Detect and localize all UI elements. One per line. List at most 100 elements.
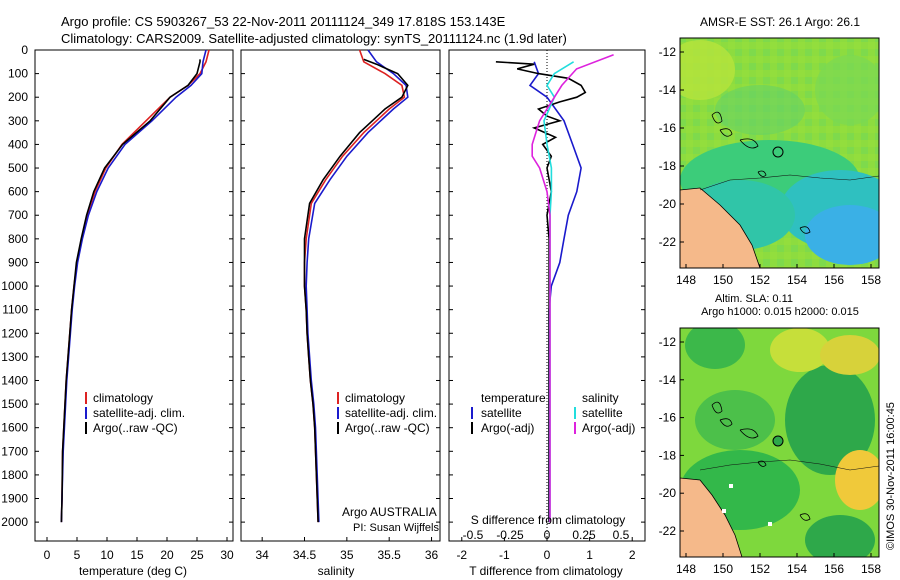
lon-tick-label: 152 xyxy=(750,562,770,576)
legend-label-argo: Argo(..raw -QC) xyxy=(345,421,430,435)
depth-tick-label: 300 xyxy=(8,114,28,128)
lon-tick-label: 150 xyxy=(713,273,733,287)
depth-axis: 0 100 200 300 400 500 600 700 800 900 1000 1100 1200… xyxy=(1,43,28,529)
sst-map-axes: -12 -14 -16 -18 -20 -22 148 150 152 154 156 158 xyxy=(659,45,882,287)
depth-tick-label: 200 xyxy=(8,90,28,104)
lat-tick-label: -14 xyxy=(659,373,677,387)
salinity-legend: climatology satellite-adj. clim. Argo(..… xyxy=(337,391,437,435)
x-tick-label: 15 xyxy=(130,548,144,562)
lat-tick-label: -16 xyxy=(659,411,677,425)
x-tick-label: 10 xyxy=(100,548,114,562)
lon-tick-label: 152 xyxy=(750,273,770,287)
lon-tick-label: 156 xyxy=(824,562,844,576)
temperature-lines xyxy=(60,49,210,523)
temperature-panel: 0 5 10 15 20 25 30 temperature (deg C) climato… xyxy=(34,49,234,578)
lat-tick-label: -12 xyxy=(659,335,677,349)
depth-tick-label: 1700 xyxy=(1,444,28,458)
salinity-lines xyxy=(303,49,409,523)
pi-note: PI: Susan Wijffels xyxy=(353,522,439,534)
sla-map-frame xyxy=(679,327,880,558)
depth-tick-label: 1800 xyxy=(1,468,28,482)
series-argo-raw-qc- xyxy=(60,59,201,523)
x-tick-label: 1 xyxy=(586,548,593,562)
s-tick-label: 0.5 xyxy=(613,528,630,542)
depth-tick-label: 2000 xyxy=(1,515,28,529)
legend-label-satellite: satellite-adj. clim. xyxy=(345,406,437,420)
difference-xlabel: T difference from climatology xyxy=(469,564,623,578)
temperature-xlabel: temperature (deg C) xyxy=(79,564,187,578)
temperature-legend: climatology satellite-adj. clim. Argo(..… xyxy=(85,391,185,435)
depth-tick-label: 0 xyxy=(21,43,28,57)
x-tick-label: 5 xyxy=(74,548,81,562)
depth-tick-label: 600 xyxy=(8,185,28,199)
depth-tick-label: 1200 xyxy=(1,326,28,340)
temperature-x-ticks: 0 5 10 15 20 25 30 xyxy=(35,49,234,562)
difference-lines xyxy=(495,53,614,523)
lat-tick-label: -18 xyxy=(659,448,677,462)
x-tick-label: 34.5 xyxy=(293,548,317,562)
sst-map: AMSR-E SST: 26.1 Argo: 26.1 -12 -14 -16 -18… xyxy=(659,15,882,287)
legend-label-t-satellite: satellite xyxy=(481,406,522,420)
x-tick-label: 2 xyxy=(629,548,636,562)
x-tick-label: 36 xyxy=(425,548,439,562)
legend-label-s-argo: Argo(-adj) xyxy=(582,421,635,435)
legend-label-argo: Argo(..raw -QC) xyxy=(93,421,178,435)
imos-credit: ©IMOS 30-Nov-2011 16:00:45 xyxy=(885,402,897,550)
difference-panel: -2 -1 0 1 2 S difference from climatology -0… xyxy=(448,49,646,578)
sla-map: Altim. SLA: 0.11 Argo h1000: 0.015 h2000… xyxy=(659,293,882,576)
series-s-argo-adj- xyxy=(531,53,614,523)
legend-label-satellite: satellite-adj. clim. xyxy=(93,406,185,420)
lat-tick-label: -18 xyxy=(659,159,677,173)
lat-tick-label: -14 xyxy=(659,83,677,97)
depth-tick-label: 400 xyxy=(8,137,28,151)
lat-tick-label: -20 xyxy=(659,197,677,211)
header-line-2: Climatology: CARS2009. Satellite-adjuste… xyxy=(61,31,567,46)
legend-head-temperature: temperature xyxy=(481,391,546,405)
series-argo-raw-qc- xyxy=(303,58,409,523)
salinity-xlabel: salinity xyxy=(318,564,355,578)
lat-tick-label: -12 xyxy=(659,45,677,59)
depth-tick-label: 900 xyxy=(8,255,28,269)
depth-tick-label: 500 xyxy=(8,161,28,175)
lon-tick-label: 148 xyxy=(676,562,696,576)
salinity-x-ticks: 34 34.5 35 35.5 36 xyxy=(241,49,440,562)
temperature-frame xyxy=(34,49,234,542)
x-tick-label: -2 xyxy=(456,548,467,562)
s-tick-label: -0.25 xyxy=(496,528,524,542)
lat-tick-label: -22 xyxy=(659,524,677,538)
lon-tick-label: 150 xyxy=(713,562,733,576)
sla-map-title-2: Argo h1000: 0.015 h2000: 0.015 xyxy=(701,306,859,318)
lon-tick-label: 158 xyxy=(861,273,881,287)
institution-note: Argo AUSTRALIA xyxy=(342,505,437,519)
difference-x-ticks: -2 -1 0 1 2 xyxy=(449,49,645,562)
lon-tick-label: 154 xyxy=(787,562,807,576)
lon-tick-label: 148 xyxy=(676,273,696,287)
legend-label-climatology: climatology xyxy=(93,391,153,405)
x-tick-label: 20 xyxy=(160,548,174,562)
depth-tick-label: 1600 xyxy=(1,421,28,435)
sla-map-axes: -12 -14 -16 -18 -20 -22 148 150 152 154 156 158 xyxy=(659,335,882,576)
depth-tick-label: 100 xyxy=(8,67,28,81)
depth-tick-label: 1500 xyxy=(1,397,28,411)
s-difference-ticks: -0.5 -0.25 0 0.25 0.5 xyxy=(463,528,630,542)
depth-tick-label: 1900 xyxy=(1,492,28,506)
x-tick-label: 25 xyxy=(190,548,204,562)
lon-tick-label: 158 xyxy=(861,562,881,576)
x-tick-label: 35.5 xyxy=(378,548,402,562)
lon-tick-label: 156 xyxy=(824,273,844,287)
x-tick-label: 34 xyxy=(255,548,269,562)
depth-tick-label: 800 xyxy=(8,232,28,246)
x-tick-label: 35 xyxy=(340,548,354,562)
depth-tick-label: 1000 xyxy=(1,279,28,293)
sst-map-title: AMSR-E SST: 26.1 Argo: 26.1 xyxy=(700,15,860,29)
difference-legend: temperature satellite Argo(-adj) salinit… xyxy=(471,391,635,435)
s-tick-label: 0.25 xyxy=(572,528,596,542)
x-tick-label: 0 xyxy=(44,548,51,562)
s-difference-title: S difference from climatology xyxy=(471,513,626,527)
x-tick-label: 0 xyxy=(544,548,551,562)
legend-label-climatology: climatology xyxy=(345,391,405,405)
depth-tick-label: 1100 xyxy=(2,303,28,317)
x-tick-label: -1 xyxy=(499,548,510,562)
lat-tick-label: -16 xyxy=(659,121,677,135)
